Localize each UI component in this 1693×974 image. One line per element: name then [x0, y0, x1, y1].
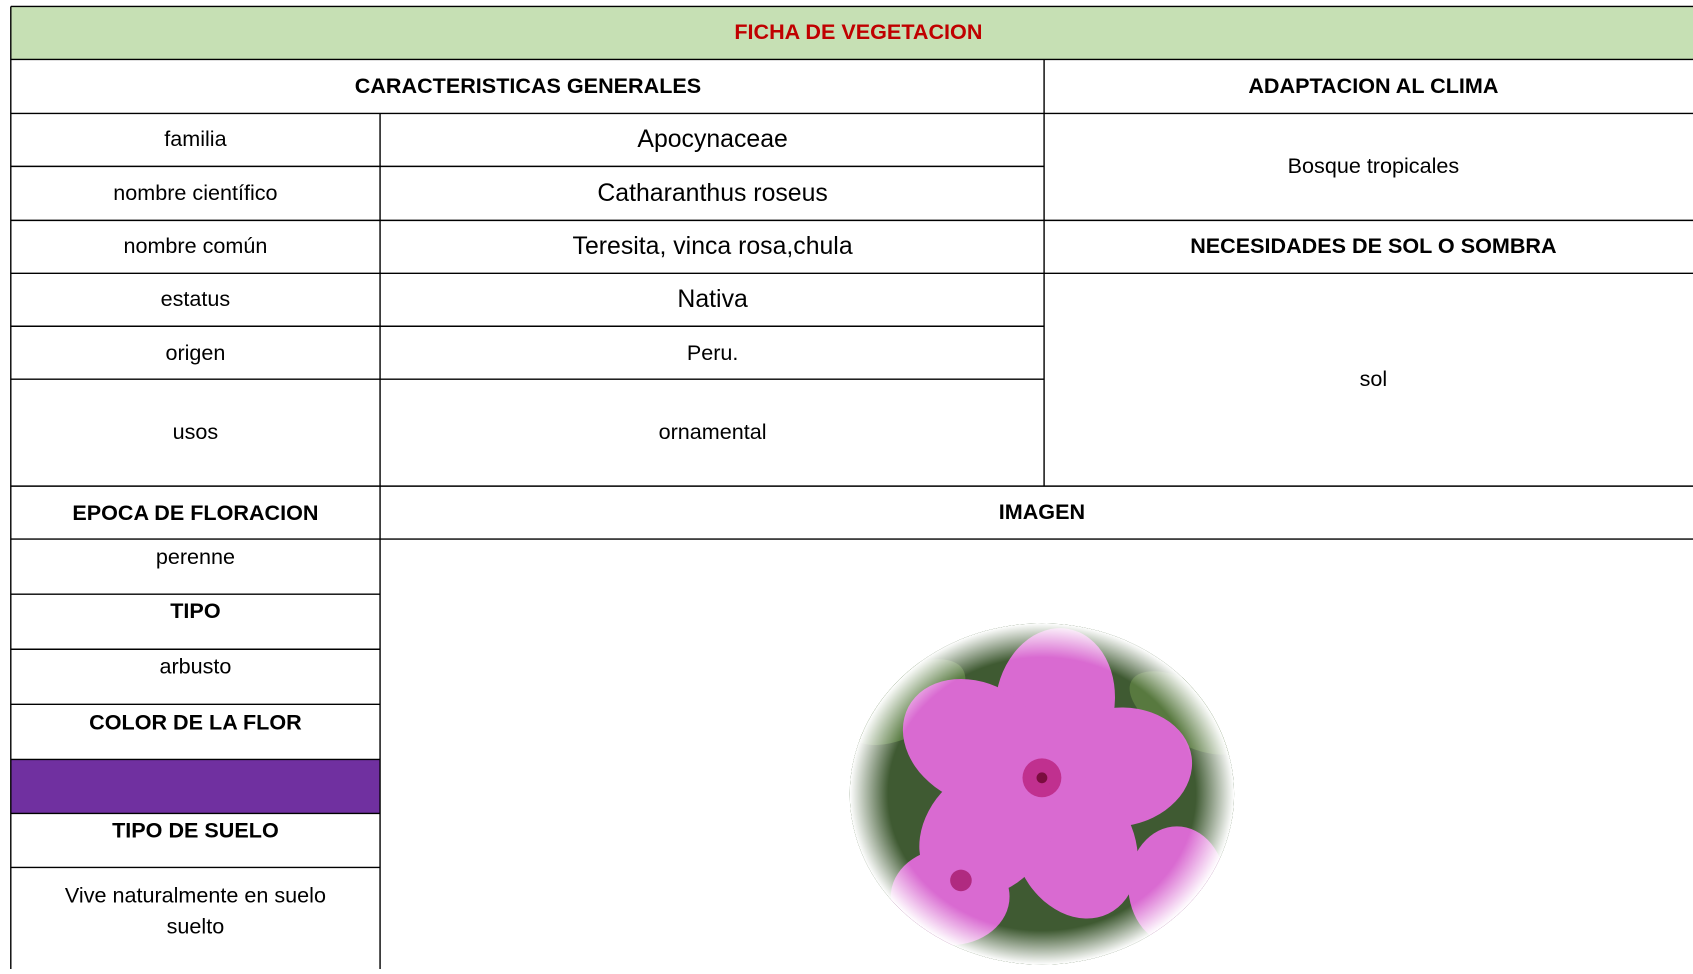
flower-image [849, 623, 1235, 965]
row-label: usos [173, 419, 219, 444]
section-header: IMAGEN [999, 499, 1085, 524]
soil-value: suelto [167, 914, 225, 939]
section-header: TIPO DE SUELO [112, 818, 279, 843]
sun-value: sol [1360, 366, 1388, 391]
section-header: ADAPTACION AL CLIMA [1248, 73, 1498, 98]
row-value: ornamental [659, 419, 767, 444]
row-label: origen [165, 340, 225, 365]
section-header: COLOR DE LA FLOR [89, 709, 302, 734]
section-header: EPOCA DE FLORACION [72, 500, 318, 525]
title: FICHA DE VEGETACION [734, 19, 982, 44]
row-value: Nativa [677, 286, 748, 313]
flower-color-swatch [10, 759, 381, 814]
soil-value: Vive naturalmente en suelo [65, 882, 326, 907]
flowering-value: perenne [156, 544, 235, 569]
grid [10, 5, 1693, 969]
row-label: estatus [161, 286, 231, 311]
row-value: Apocynaceae [637, 126, 787, 153]
section-header: CARACTERISTICAS GENERALES [355, 73, 701, 98]
type-value: arbusto [159, 653, 231, 678]
row-label: nombre científico [113, 180, 277, 205]
title-bar [10, 6, 1693, 60]
climate-value: Bosque tropicales [1288, 153, 1460, 178]
row-value: Catharanthus roseus [597, 180, 827, 207]
row-value: Teresita, vinca rosa,chula [573, 233, 853, 260]
section-header: NECESIDADES DE SOL O SOMBRA [1190, 233, 1557, 258]
row-value: Peru. [687, 340, 739, 365]
row-label: nombre común [123, 233, 267, 258]
row-label: familia [164, 126, 226, 151]
section-header: TIPO [170, 598, 220, 623]
